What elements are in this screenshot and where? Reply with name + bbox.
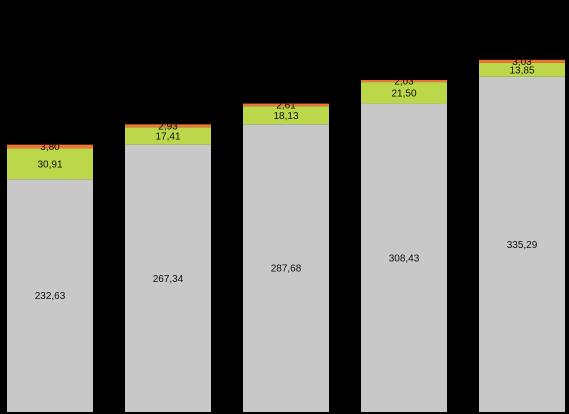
bar-segment-middle-5 (479, 62, 565, 77)
bar-segment-base-3 (243, 124, 329, 412)
bar-segment-middle-2 (125, 127, 211, 145)
bar-segment-base-4 (361, 103, 447, 412)
bar-segment-top-4 (361, 80, 447, 83)
data-label-base-2: 267,34 (153, 274, 184, 285)
data-label-top-5: 3,03 (512, 57, 532, 68)
bars-group: 232,63 30,91 3,80 267,34 17,412,93 287,68 18,1… (7, 57, 565, 413)
data-label-top-1: 3,80 (40, 142, 60, 153)
data-label-base-4: 308,43 (389, 253, 420, 264)
data-label-top-2: 2,93 (158, 121, 178, 132)
bar-segment-middle-4 (361, 82, 447, 104)
data-label-middle-1: 30,91 (37, 159, 62, 170)
data-label-base-3: 287,68 (271, 264, 302, 275)
data-label-base-5: 335,29 (507, 240, 538, 251)
bar-segment-top-3 (243, 103, 329, 107)
data-label-middle-5: 13,85 (509, 65, 534, 76)
bar-segment-base-2 (125, 144, 211, 412)
bar-segment-top-5 (479, 59, 565, 63)
data-label-top-3: 2,61 (276, 100, 296, 111)
bar-segment-base-5 (479, 76, 565, 413)
bar-segment-middle-1 (7, 148, 93, 180)
data-label-middle-2: 17,41 (155, 131, 180, 142)
bar-segment-base-1 (7, 179, 93, 412)
bar-segment-top-1 (7, 144, 93, 149)
data-label-top-4: 2,03 (394, 77, 414, 88)
data-label-base-1: 232,63 (35, 291, 66, 302)
data-label-middle-3: 18,13 (273, 111, 298, 122)
bar-segment-top-2 (125, 124, 211, 128)
data-label-middle-4: 21,50 (391, 88, 416, 99)
bar-segment-middle-3 (243, 106, 329, 125)
